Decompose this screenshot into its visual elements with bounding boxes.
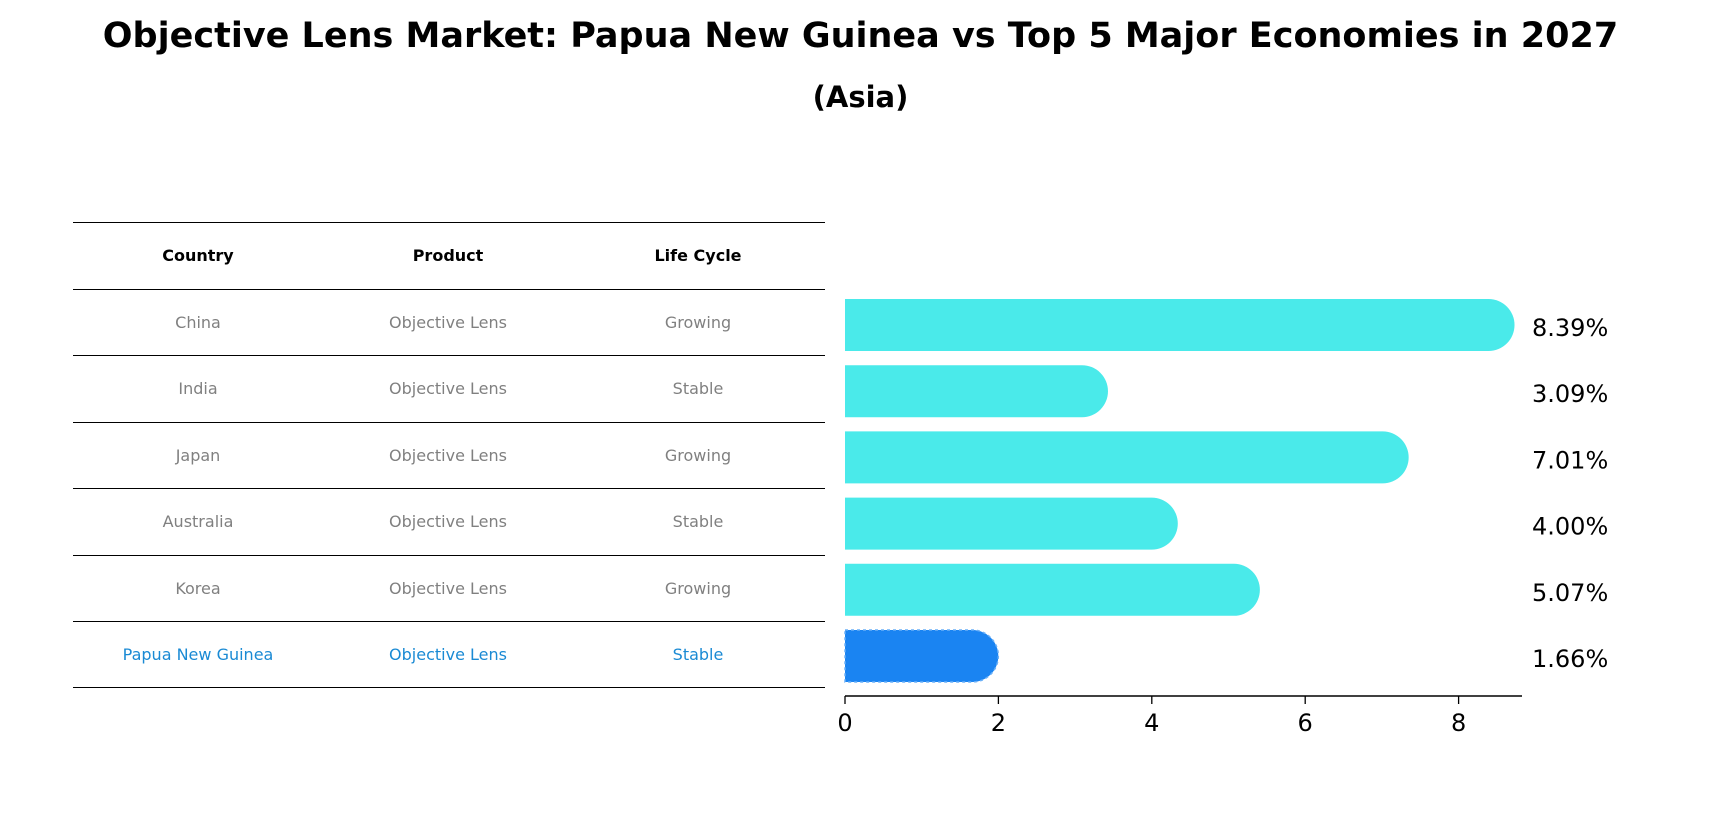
value-label: 1.66%	[1532, 645, 1608, 673]
bar-australia	[845, 497, 1178, 550]
chart-title: Objective Lens Market: Papua New Guinea …	[102, 16, 1619, 56]
bar-japan	[845, 431, 1409, 484]
bar-korea	[845, 563, 1260, 616]
header-life-cycle: Life Cycle	[654, 246, 742, 266]
cell-product: Objective Lens	[389, 379, 507, 399]
value-label: 5.07%	[1532, 579, 1608, 607]
cell-country: Korea	[175, 578, 221, 598]
table-row: Japan Objective Lens Growing	[73, 421, 825, 489]
table-header-row: Country Product Life Cycle	[73, 222, 825, 289]
cell-product: Objective Lens	[389, 445, 507, 465]
cell-country: Papua New Guinea	[122, 644, 274, 664]
value-label: 3.09%	[1532, 380, 1608, 408]
cell-life-cycle: Stable	[672, 644, 724, 664]
table-row: Australia Objective Lens Stable	[73, 488, 825, 555]
chart-subtitle: (Asia)	[812, 80, 909, 114]
cell-country: India	[178, 379, 218, 399]
header-country: Country	[162, 246, 234, 266]
table-row: Korea Objective Lens Growing	[73, 554, 825, 622]
cell-country: Japan	[175, 445, 221, 465]
cell-country: China	[175, 312, 221, 332]
cell-product: Objective Lens	[389, 512, 507, 532]
bar-china	[845, 299, 1515, 351]
bar-papua-new-guinea	[845, 630, 999, 682]
cell-product: Objective Lens	[389, 644, 507, 664]
table-row: China Objective Lens Growing	[73, 288, 825, 356]
header-product: Product	[412, 246, 484, 266]
data-table: Country Product Life Cycle China Objecti…	[73, 222, 825, 688]
cell-product: Objective Lens	[389, 578, 507, 598]
table-row: India Objective Lens Stable	[73, 355, 825, 422]
x-tick-label: 4	[1144, 709, 1159, 737]
bar-india	[845, 365, 1108, 418]
cell-life-cycle: Stable	[672, 379, 724, 399]
cell-life-cycle: Stable	[672, 512, 724, 532]
x-tick-label: 8	[1451, 709, 1466, 737]
cell-product: Objective Lens	[389, 312, 507, 332]
cell-life-cycle: Growing	[664, 312, 732, 332]
value-label: 7.01%	[1532, 446, 1608, 474]
cell-life-cycle: Growing	[664, 578, 732, 598]
x-tick-label: 2	[991, 709, 1006, 737]
x-tick-label: 6	[1298, 709, 1313, 737]
cell-life-cycle: Growing	[664, 445, 732, 465]
value-label: 4.00%	[1532, 513, 1608, 541]
table-row-highlight: Papua New Guinea Objective Lens Stable	[73, 621, 825, 688]
x-tick-label: 0	[837, 709, 852, 737]
bar-highlight-outline	[844, 629, 1000, 683]
cell-country: Australia	[162, 512, 234, 532]
value-label: 8.39%	[1532, 314, 1608, 342]
